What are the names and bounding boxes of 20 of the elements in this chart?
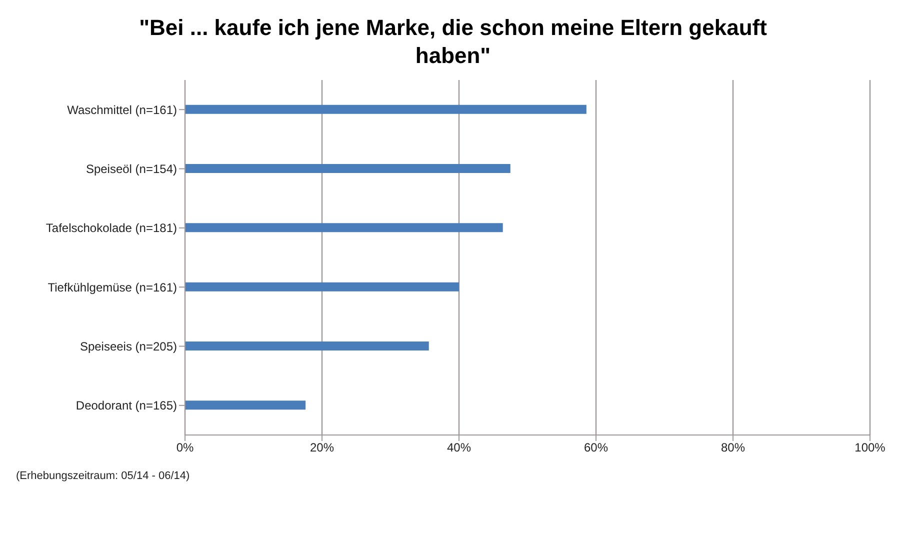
x-tick-label: 0% — [176, 440, 194, 455]
y-tick-label: Deodorant (n=165) — [76, 398, 177, 413]
x-tick-label: 100% — [854, 440, 886, 455]
bar — [185, 342, 429, 351]
y-tick-label: Speiseöl (n=154) — [86, 162, 177, 176]
x-tick-label: 40% — [446, 440, 472, 455]
y-tick-label: Speiseeis (n=205) — [80, 340, 177, 354]
y-tick-label: Waschmittel (n=161) — [67, 102, 177, 117]
chart-title: "Bei ... kaufe ich jene Marke, die schon meine Eltern gekauft haben" — [138, 14, 768, 70]
x-tick-label: 60% — [584, 440, 608, 455]
bar — [185, 400, 306, 410]
bar — [185, 164, 510, 174]
bar — [185, 104, 586, 114]
x-tick-label: 80% — [720, 440, 746, 455]
bar — [185, 223, 503, 232]
x-tick-label: 20% — [310, 440, 334, 455]
y-tick-label: Tiefkühlgemüse (n=161) — [48, 280, 177, 294]
text: (Erhebungszeitraum: 05/14 - 06/14) — [16, 470, 191, 482]
bar — [185, 282, 459, 292]
y-tick-label: Tafelschokolade (n=181) — [46, 221, 177, 236]
